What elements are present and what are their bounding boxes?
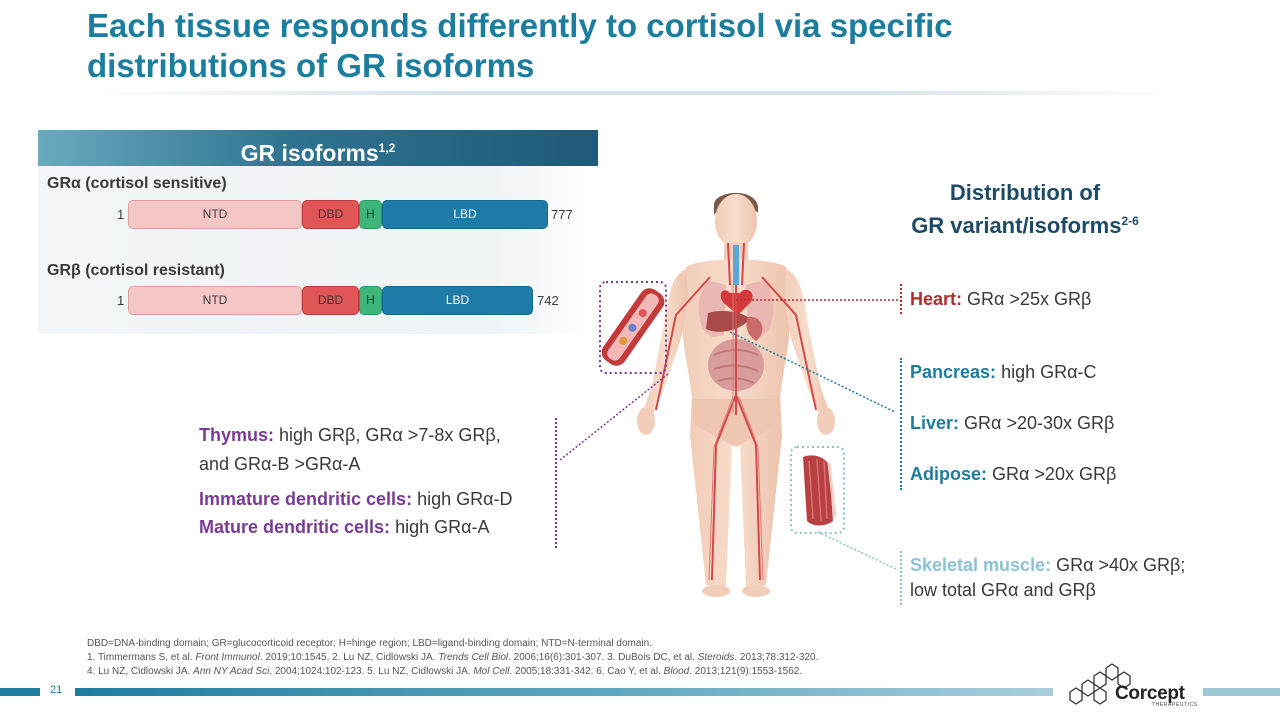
gr-beta-end: 742 [537, 293, 559, 308]
pancreas-text: Pancreas: high GRα-C [910, 362, 1097, 383]
thymus-text: Thymus: high GRβ, GRα >7-8x GRβ, [199, 425, 501, 446]
mature-dc-text: Mature dendritic cells: high GRα-A [199, 517, 490, 538]
ref-journal: Front Immunol [195, 652, 260, 663]
skeletal-label: Skeletal muscle: [910, 555, 1052, 575]
footer-bar-left [0, 688, 40, 696]
gr-alpha-end: 777 [551, 207, 573, 222]
gr-beta-dbd-domain: DBD [302, 286, 359, 315]
footnote-abbreviations: DBD=DNA-binding domain; GR=glucocorticoi… [87, 638, 653, 649]
heart-label: Heart: [910, 289, 963, 309]
thymus-text-line-2: and GRα-B >GRα-A [199, 454, 361, 474]
liver-value: GRα >20-30x GRβ [959, 413, 1115, 433]
logo-subtitle: THERAPEUTICS [1152, 702, 1198, 708]
pancreas-value: high GRα-C [996, 362, 1097, 382]
skeletal-text-line-2: low total GRα and GRβ [910, 580, 1096, 600]
ref-text: . 2013;121(9):1553-1562. [689, 666, 803, 677]
human-body-illustration [637, 192, 835, 597]
immature-dc-value: high GRα-D [412, 489, 513, 509]
distribution-title-text: GR variant/isoforms [911, 213, 1122, 238]
isoforms-header: GR isoforms1,2 [38, 130, 598, 166]
gr-alpha-hinge-domain: H [359, 200, 382, 229]
isoforms-header-ref: 1,2 [378, 141, 396, 155]
heart-group-bar [900, 284, 902, 314]
thymus-value: high GRβ, GRα >7-8x GRβ, [274, 425, 501, 445]
skeletal-value: GRα >40x GRβ; [1051, 555, 1186, 575]
gr-beta-lbd-domain: LBD [382, 286, 533, 315]
pancreas-label: Pancreas: [910, 362, 997, 382]
footnote-references-2: 4. Lu NZ, Cidlowski JA. Ann NY Acad Sci.… [87, 665, 1047, 679]
distribution-title-ref: 2-6 [1121, 214, 1139, 228]
footnote-references-1: 1. Timmermans S, et al. Front Immunol. 2… [87, 651, 1047, 665]
liver-text: Liver: GRα >20-30x GRβ [910, 413, 1114, 434]
page-title: Each tissue responds differently to cort… [87, 6, 1187, 86]
purple-group-bar [555, 418, 557, 548]
gr-alpha-lbd-domain: LBD [382, 200, 548, 229]
distribution-title: Distribution of GR variant/isoforms2-6 [880, 178, 1170, 240]
skeletal-text: Skeletal muscle: GRα >40x GRβ; [910, 555, 1185, 576]
adipose-value: GRα >20x GRβ [987, 464, 1117, 484]
ref-text: 1. Timmermans S, et al. [87, 652, 196, 663]
gr-beta-start: 1 [117, 293, 125, 308]
ref-text: . 2005;18:331-342. 6. Cao Y, et al. [509, 666, 664, 677]
ref-journal: Steroids [697, 652, 735, 663]
gr-beta-hinge-domain: H [359, 286, 382, 315]
blood-vessel-icon [599, 281, 667, 374]
ref-journal: Mol Cell [473, 666, 510, 677]
isoforms-header-text: GR isoforms [240, 140, 379, 166]
ref-text: . 2019;10:1545. 2. Lu NZ, Cidlowski JA. [259, 652, 439, 663]
title-line-1: Each tissue responds differently to cort… [87, 7, 953, 44]
thymus-label: Thymus: [199, 425, 275, 445]
mature-dc-value: high GRα-A [390, 517, 490, 537]
gr-alpha-ntd-domain: NTD [128, 200, 302, 229]
gr-alpha-start: 1 [117, 207, 125, 222]
ref-text: 4. Lu NZ, Cidlowski JA. [87, 666, 194, 677]
gr-alpha-label: GRα (cortisol sensitive) [47, 175, 227, 192]
gr-beta-label: GRβ (cortisol resistant) [47, 262, 225, 279]
ref-text: . 2006;16(6):301-307. 3. DuBois DC, et a… [508, 652, 698, 663]
title-divider [87, 91, 1177, 95]
immature-dc-text: Immature dendritic cells: high GRα-D [199, 489, 513, 510]
blue-group-bar [900, 358, 902, 490]
immature-dc-label: Immature dendritic cells: [199, 489, 413, 509]
corcept-logo-icon [1069, 663, 1131, 705]
mature-dc-label: Mature dendritic cells: [199, 517, 391, 537]
gr-beta-ntd-domain: NTD [128, 286, 302, 315]
heart-text: Heart: GRα >25x GRβ [910, 289, 1091, 310]
ref-text: . 2004;1024:102-123. 5. Lu NZ, Cidlowski… [269, 666, 474, 677]
ref-journal: Blood [663, 666, 690, 677]
distribution-title-line-2: GR variant/isoforms2-6 [880, 207, 1170, 240]
ref-text: . 2013;78:312-320. [734, 652, 819, 663]
page-number: 21 [50, 684, 63, 696]
adipose-text: Adipose: GRα >20x GRβ [910, 464, 1116, 485]
gr-alpha-dbd-domain: DBD [302, 200, 359, 229]
distribution-title-line-1: Distribution of [949, 180, 1101, 205]
heart-value: GRα >25x GRβ [962, 289, 1092, 309]
muscle-fiber-icon [790, 446, 845, 534]
liver-label: Liver: [910, 413, 960, 433]
title-line-2: distributions of GR isoforms [87, 47, 535, 84]
skeletal-group-bar [900, 551, 902, 605]
adipose-label: Adipose: [910, 464, 988, 484]
connector-lines [559, 299, 900, 571]
ref-journal: Trends Cell Biol [438, 652, 509, 663]
ref-journal: Ann NY Acad Sci [193, 666, 270, 677]
footnotes: DBD=DNA-binding domain; GR=glucocorticoi… [87, 637, 1047, 679]
logo-wordmark: Corcept [1115, 683, 1185, 704]
footer-bar-right [1203, 688, 1280, 696]
footer-bar-middle [75, 688, 1053, 696]
